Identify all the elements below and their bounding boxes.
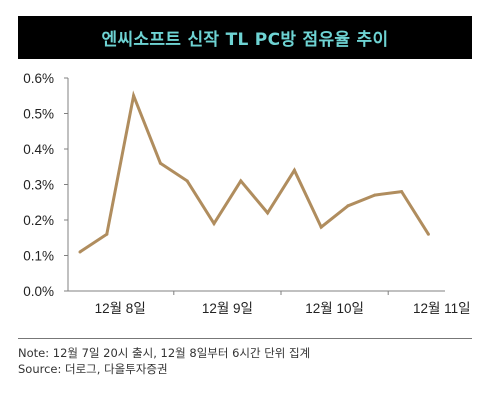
chart-title: 엔씨소프트 신작 TL PC방 점유율 추이 xyxy=(101,30,389,50)
data-point xyxy=(400,190,404,194)
x-tick-label: 12월 8일 xyxy=(95,301,146,316)
data-point xyxy=(319,225,323,229)
y-tick-label: 0.0% xyxy=(23,284,54,299)
data-point xyxy=(239,179,243,183)
chart-source: Source: 더로그, 다올투자증권 xyxy=(18,362,168,376)
data-point xyxy=(132,94,136,98)
footer-divider xyxy=(18,338,472,339)
x-tick-label: 12월 10일 xyxy=(305,301,364,316)
line-chart: 0.0% 0.1% 0.2% 0.3% 0.4% 0.5% 0.6% 12월 8일 12월 9일… xyxy=(23,71,471,316)
y-tick-label: 0.3% xyxy=(23,178,54,193)
data-point xyxy=(212,222,216,226)
chart-title-bar: 엔씨소프트 신작 TL PC방 점유율 추이 xyxy=(18,16,472,59)
data-point xyxy=(78,250,82,254)
data-point xyxy=(346,204,350,208)
data-point xyxy=(426,232,430,236)
y-tick-label: 0.6% xyxy=(23,71,54,86)
data-point xyxy=(158,161,162,165)
data-point xyxy=(373,193,377,197)
data-point xyxy=(105,232,109,236)
x-tick-label: 12월 9일 xyxy=(202,301,253,316)
data-point xyxy=(266,211,270,215)
chart-note: Note: 12월 7일 20시 출시, 12월 8일부터 6시간 단위 집계 xyxy=(18,346,311,360)
y-tick-label: 0.5% xyxy=(23,107,54,122)
series-line xyxy=(79,90,430,254)
y-tick-label: 0.1% xyxy=(23,249,54,264)
data-point xyxy=(292,168,296,172)
data-point xyxy=(185,179,189,183)
y-tick-label: 0.2% xyxy=(23,213,54,228)
y-tick-label: 0.4% xyxy=(23,142,54,157)
x-tick-label: 12월 11일 xyxy=(413,301,471,316)
